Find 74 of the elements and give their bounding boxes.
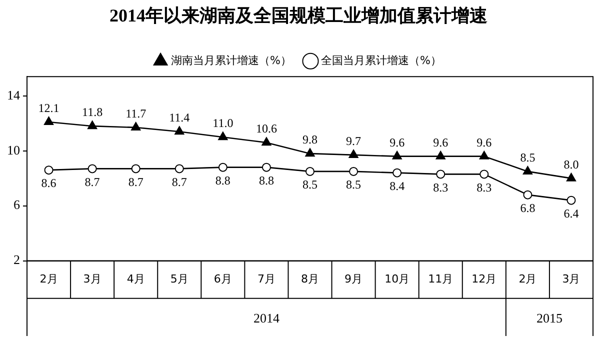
x-tick-label: 7月 bbox=[257, 272, 276, 286]
point bbox=[88, 164, 97, 174]
x-tick-label: 3月 bbox=[83, 272, 102, 286]
point bbox=[306, 166, 314, 176]
point bbox=[174, 126, 184, 135]
y-tick-label: 6 bbox=[14, 197, 20, 212]
x-tick-label: 2月 bbox=[518, 272, 537, 286]
point bbox=[480, 170, 489, 179]
data-label: 12.1 bbox=[38, 101, 60, 116]
data-label: 8.8 bbox=[258, 173, 274, 188]
data-label: 11.0 bbox=[212, 116, 234, 130]
point bbox=[87, 120, 98, 130]
legend-label: 湖南当月累计增速（%） bbox=[171, 54, 292, 67]
data-label: 8.4 bbox=[390, 178, 405, 193]
y-tick-label: 10 bbox=[7, 142, 20, 158]
y-tick-label: 2 bbox=[14, 252, 20, 268]
data-label: 9.6 bbox=[433, 135, 448, 150]
chart-title: 2014年以来湖南及全国规模工业增加值累计增速 bbox=[110, 5, 488, 26]
x-tick-label: 5月 bbox=[170, 272, 188, 286]
point bbox=[392, 168, 402, 178]
x-tick-label: 2月 bbox=[40, 272, 58, 286]
data-label: 11.7 bbox=[126, 106, 146, 121]
point bbox=[349, 166, 358, 176]
point bbox=[348, 149, 358, 158]
data-label: 8.0 bbox=[564, 157, 579, 172]
point bbox=[436, 150, 446, 160]
x-tick-label: 9月 bbox=[344, 272, 363, 286]
data-label: 8.7 bbox=[84, 174, 100, 189]
point bbox=[523, 190, 532, 200]
x-tick-label: 12月 bbox=[472, 272, 497, 286]
x-tick-label: 3月 bbox=[562, 272, 580, 286]
point bbox=[218, 132, 228, 140]
data-label: 6.8 bbox=[520, 200, 536, 215]
data-label: 9.7 bbox=[346, 134, 362, 148]
data-label: 8.7 bbox=[172, 174, 187, 189]
point bbox=[566, 172, 576, 182]
point bbox=[522, 166, 533, 174]
point bbox=[218, 162, 228, 172]
data-label: 10.6 bbox=[256, 122, 277, 136]
data-label: 8.6 bbox=[41, 176, 56, 190]
point bbox=[262, 137, 272, 146]
point bbox=[44, 166, 54, 175]
point bbox=[479, 150, 489, 160]
point bbox=[262, 162, 271, 172]
data-label: 8.3 bbox=[476, 180, 492, 194]
data-label: 11.8 bbox=[82, 105, 103, 120]
data-label: 8.7 bbox=[128, 174, 144, 189]
text: 2014 bbox=[253, 310, 280, 326]
data-label: 6.4 bbox=[564, 206, 579, 220]
data-label: 8.5 bbox=[302, 178, 318, 192]
point bbox=[566, 196, 576, 205]
data-label: 9.6 bbox=[390, 135, 405, 150]
point bbox=[131, 122, 141, 130]
x-tick-label: 4月 bbox=[126, 272, 145, 286]
data-label: 9.6 bbox=[476, 135, 492, 150]
data-label: 11.4 bbox=[169, 110, 190, 125]
data-label: 8.3 bbox=[433, 180, 448, 194]
data-label: 8.8 bbox=[215, 173, 230, 188]
text: 2015 bbox=[536, 310, 562, 326]
y-tick-label: 14 bbox=[7, 87, 20, 102]
point bbox=[305, 148, 315, 157]
legend-label: 全国当月累计增速（%） bbox=[321, 54, 442, 67]
data-label: 8.5 bbox=[346, 178, 362, 192]
point bbox=[174, 164, 184, 174]
data-label: 9.8 bbox=[302, 132, 318, 147]
point bbox=[392, 150, 402, 160]
x-tick-label: 10月 bbox=[384, 272, 410, 286]
point bbox=[131, 164, 140, 174]
x-tick-label: 8月 bbox=[301, 272, 319, 286]
point bbox=[436, 170, 446, 179]
x-tick-label: 6月 bbox=[214, 272, 232, 286]
data-label: 8.5 bbox=[520, 150, 536, 165]
x-tick-label: 11月 bbox=[428, 272, 454, 286]
point bbox=[44, 116, 54, 125]
